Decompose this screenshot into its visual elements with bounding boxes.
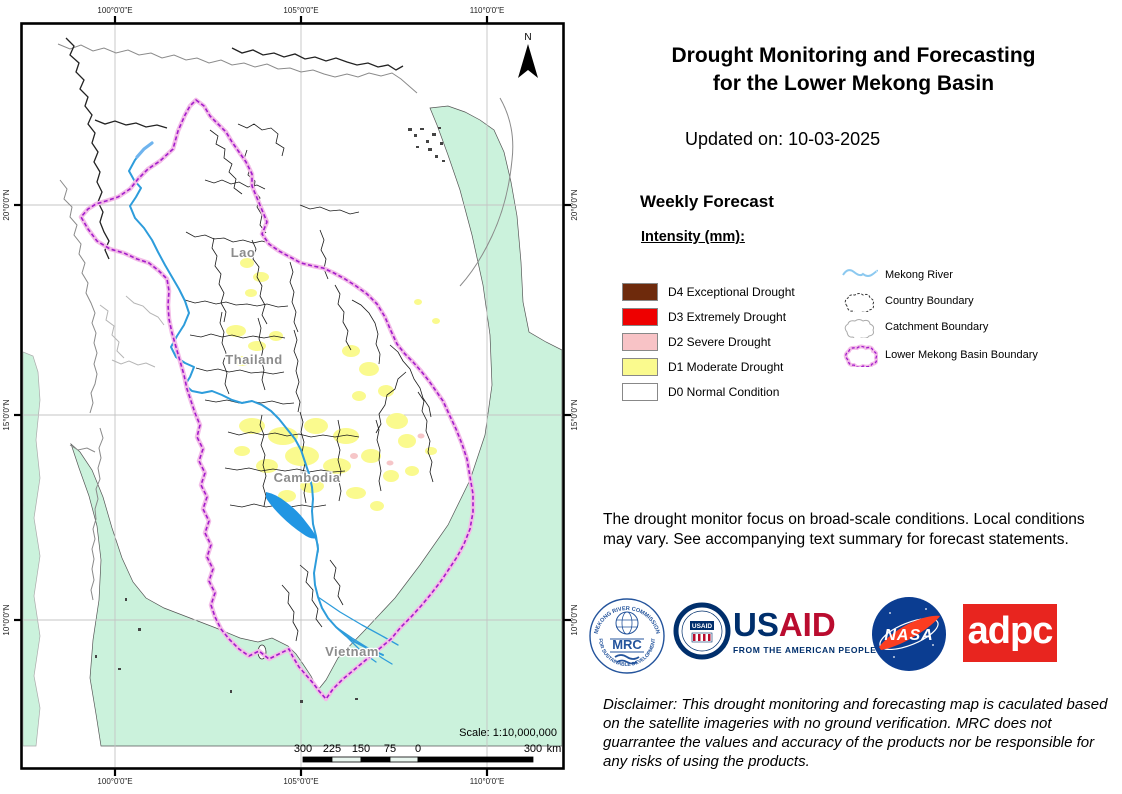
label-lao: Lao (231, 245, 256, 260)
north-arrow-icon: N (518, 32, 538, 78)
lon-label-bottom-100: 100°0'0"E (97, 777, 132, 786)
usaid-tagline: FROM THE AMERICAN PEOPLE (733, 645, 877, 655)
label-vietnam: Vietnam (325, 644, 379, 659)
usaid-seal-icon: USAID (673, 602, 731, 660)
lat-label-left-10: 10°0'0"N (2, 604, 11, 635)
line-legend-label: Mekong River (885, 269, 953, 281)
usaid-us: US (733, 606, 779, 643)
lat-label-left-20: 20°0'0"N (2, 189, 11, 220)
international-boundary (65, 37, 404, 260)
country-labels: Lao Thailand Cambodia Vietnam (224, 244, 380, 661)
lat-label-left-15: 15°0'0"N (2, 399, 11, 430)
updated-date: Updated on: 10-03-2025 (685, 129, 881, 149)
catchment-boundary-icon (844, 319, 875, 338)
svg-text:300: 300 (524, 743, 542, 755)
line-legend-label: Catchment Boundary (885, 321, 989, 333)
lon-label-bottom-105: 105°0'0"E (283, 777, 318, 786)
mrc-abbr: MRC (612, 637, 642, 652)
svg-text:150: 150 (352, 743, 370, 755)
title-line1: Drought Monitoring and Forecasting (671, 44, 1036, 67)
nasa-wordmark: NASA (884, 627, 933, 644)
disclaimer-text: Disclaimer: This drought monitoring and … (603, 696, 1108, 771)
scale-bar: Scale: 1:10,000,000 300 225 150 75 0 300… (294, 727, 562, 763)
label-thailand: Thailand (225, 352, 282, 367)
label-cambodia: Cambodia (274, 470, 341, 485)
legend-swatch-d1 (622, 358, 658, 376)
title-line2: for the Lower Mekong Basin (712, 72, 995, 96)
usaid-wordmark: USAID FROM THE AMERICAN PEOPLE (733, 606, 876, 655)
nasa-logo: NASA (872, 597, 946, 671)
axis-labels: 100°0'0"E 105°0'0"E 110°0'0"E 100°0'0"E … (2, 6, 579, 786)
lat-label-right-10: 10°0'0"N (570, 604, 579, 635)
usaid-aid: AID (778, 606, 836, 643)
page-title: Drought Monitoring and Forecasting for t… (585, 42, 1122, 99)
legend-swatch-d3 (622, 308, 658, 326)
legend-label-d2: D2 Severe Drought (668, 335, 771, 349)
svg-text:225: 225 (323, 743, 341, 755)
lon-label-bottom-110: 110°0'0"E (470, 777, 505, 786)
line-legend-label: Lower Mekong Basin Boundary (885, 349, 1038, 361)
info-panel: Drought Monitoring and Forecasting for t… (585, 0, 1122, 794)
scale-text: Scale: 1:10,000,000 (459, 727, 557, 739)
mrc-logo: MEKONG RIVER COMMISSION FOR SUSTAINABLE … (589, 598, 665, 674)
legend-label-d0: D0 Normal Condition (668, 385, 780, 399)
river-line-icon (842, 269, 878, 277)
drought-areas-d2 (350, 433, 425, 466)
lat-label-right-20: 20°0'0"N (570, 189, 579, 220)
svg-text:N: N (524, 32, 531, 43)
country-boundaries (57, 43, 514, 601)
legend-label-d1: D1 Moderate Drought (668, 360, 784, 374)
line-legend-label: Country Boundary (885, 295, 974, 307)
basin-boundary-icon (843, 344, 878, 367)
lat-label-right-15: 15°0'0"N (570, 399, 579, 430)
adpc-logo: adpc (963, 604, 1057, 662)
svg-text:km: km (547, 743, 562, 755)
map-frame (14, 16, 571, 776)
section-weekly-forecast: Weekly Forecast (640, 192, 774, 211)
adpc-wordmark: adpc (967, 610, 1054, 652)
lon-label-top-110: 110°0'0"E (470, 6, 505, 15)
legend-swatch-d0 (622, 383, 658, 401)
basin-boundary (78, 97, 476, 702)
coast-speckles (408, 127, 445, 162)
tonle-sap-lake (266, 492, 317, 539)
legend-label-d4: D4 Exceptional Drought (668, 285, 795, 299)
legend-swatch-d2 (622, 333, 658, 351)
country-boundary-icon (844, 293, 875, 312)
lon-label-top-100: 100°0'0"E (97, 6, 132, 15)
lon-label-top-105: 105°0'0"E (283, 6, 318, 15)
legend-label-d3: D3 Extremely Drought (668, 310, 787, 324)
legend-swatch-d4 (622, 283, 658, 301)
svg-text:USAID: USAID (692, 623, 713, 630)
forecast-note: The drought monitor focus on broad-scale… (603, 511, 1085, 549)
section-intensity: Intensity (mm): (641, 229, 745, 245)
map: Lao Thailand Cambodia Vietnam N Scale: 1… (2, 6, 579, 786)
svg-text:0: 0 (415, 743, 421, 755)
svg-text:75: 75 (384, 743, 396, 755)
svg-text:300: 300 (294, 743, 312, 755)
graticule-gridlines (23, 25, 562, 767)
